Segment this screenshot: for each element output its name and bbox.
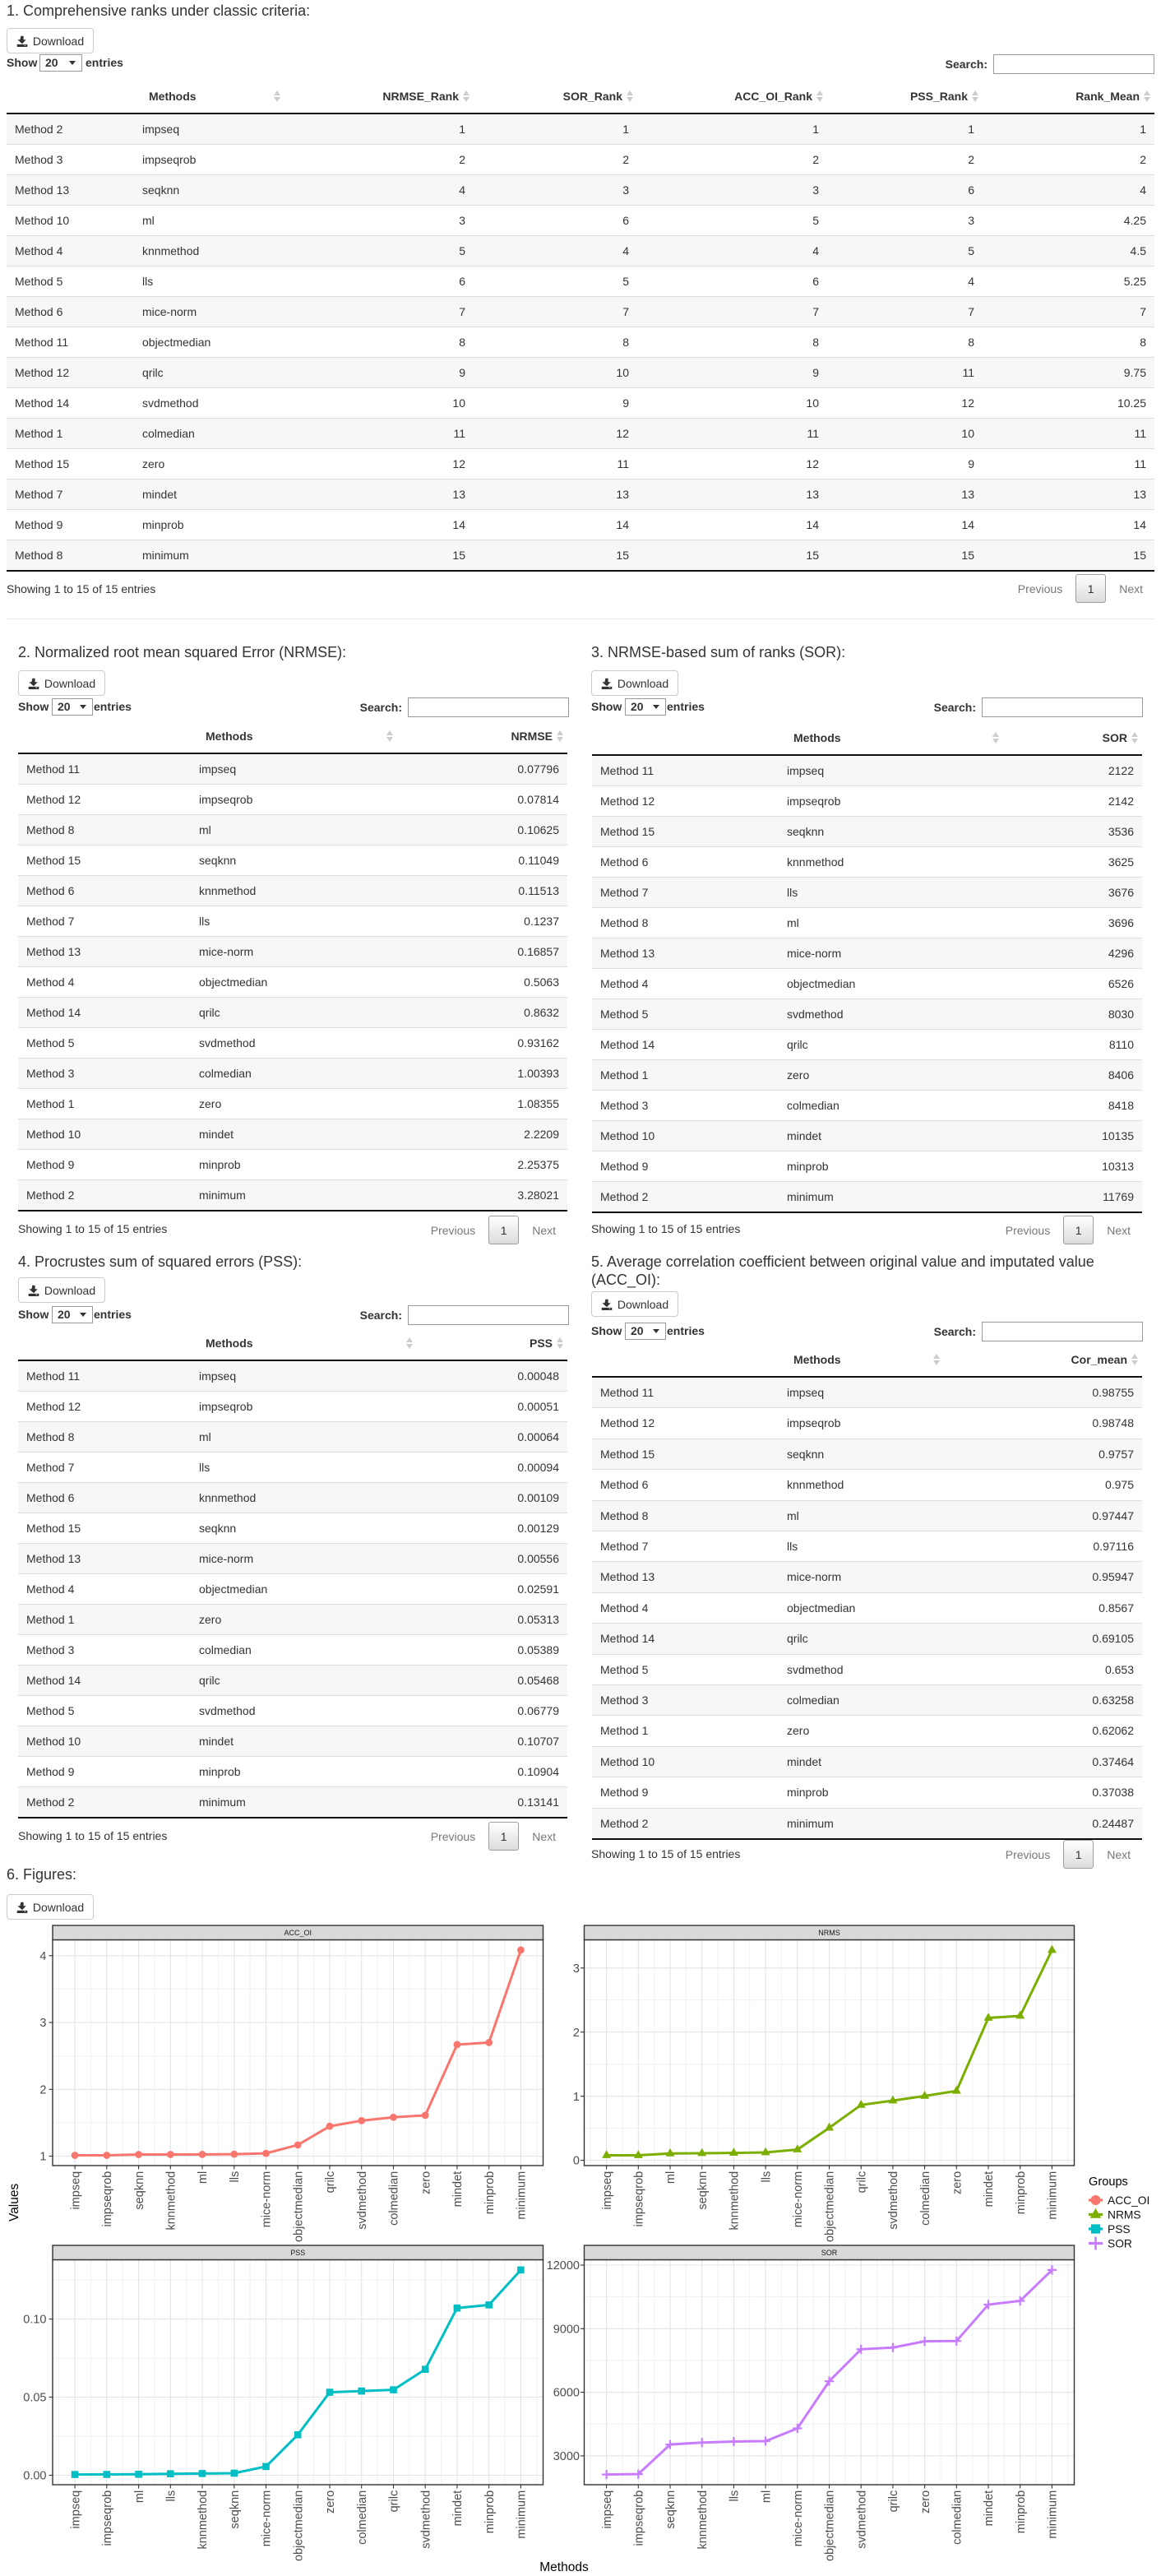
svg-text:qrilc: qrilc [855,2171,868,2194]
svg-text:lls: lls [165,2490,178,2502]
svg-text:4: 4 [39,1950,46,1963]
svg-text:SOR: SOR [1108,2237,1132,2249]
svg-text:mice-norm: mice-norm [792,2171,805,2227]
svg-text:minprob: minprob [483,2171,497,2214]
svg-text:ml: ml [664,2171,678,2184]
svg-text:6000: 6000 [553,2387,580,2400]
svg-text:seqknn: seqknn [664,2490,678,2529]
svg-text:impseqrob: impseqrob [633,2171,646,2227]
svg-text:minprob: minprob [1015,2171,1028,2214]
svg-text:mice-norm: mice-norm [261,2171,274,2227]
svg-text:9000: 9000 [553,2323,580,2336]
svg-text:seqknn: seqknn [229,2490,242,2529]
svg-text:knnmethod: knnmethod [729,2171,742,2231]
svg-text:minprob: minprob [1015,2490,1028,2533]
svg-text:minimum: minimum [516,2490,529,2539]
svg-text:minimum: minimum [1047,2490,1060,2539]
svg-text:lls: lls [229,2171,242,2183]
svg-text:Groups: Groups [1089,2175,1128,2189]
svg-text:objectmedian: objectmedian [292,2490,305,2561]
svg-text:impseqrob: impseqrob [633,2490,646,2546]
svg-text:zero: zero [419,2171,432,2194]
svg-text:impseq: impseq [69,2171,82,2210]
svg-text:zero: zero [324,2490,337,2513]
svg-text:qrilc: qrilc [887,2490,900,2513]
svg-text:mindet: mindet [451,2490,465,2527]
svg-text:ACC_OI: ACC_OI [284,1929,312,1937]
svg-text:qrilc: qrilc [388,2490,401,2513]
svg-text:minimum: minimum [516,2171,529,2220]
svg-text:knnmethod: knnmethod [197,2490,210,2550]
svg-text:objectmedian: objectmedian [824,2171,837,2242]
svg-text:ACC_OI: ACC_OI [1108,2194,1149,2207]
svg-text:ml: ml [760,2490,773,2503]
svg-text:minimum: minimum [1047,2171,1060,2220]
svg-text:0: 0 [573,2155,580,2168]
svg-text:zero: zero [919,2490,932,2513]
svg-text:objectmedian: objectmedian [824,2490,837,2561]
svg-text:SOR: SOR [821,2249,838,2257]
svg-text:mindet: mindet [983,2171,996,2208]
svg-text:svdmethod: svdmethod [855,2490,868,2549]
svg-text:PSS: PSS [1108,2223,1131,2235]
svg-text:knnmethod: knnmethod [165,2171,178,2231]
svg-text:2: 2 [573,2027,580,2040]
svg-text:3: 3 [573,1962,580,1976]
svg-text:seqknn: seqknn [696,2171,710,2210]
svg-text:svdmethod: svdmethod [419,2490,432,2549]
svg-text:lls: lls [729,2490,742,2502]
svg-text:Methods: Methods [539,2560,589,2574]
svg-text:impseqrob: impseqrob [101,2490,114,2546]
svg-text:objectmedian: objectmedian [292,2171,305,2242]
svg-text:mindet: mindet [983,2490,996,2527]
svg-text:0.00: 0.00 [23,2470,46,2483]
svg-text:Values: Values [7,2184,21,2222]
svg-text:colmedian: colmedian [388,2171,401,2226]
svg-text:mice-norm: mice-norm [261,2490,274,2546]
svg-text:impseq: impseq [601,2171,614,2210]
svg-text:mice-norm: mice-norm [792,2490,805,2546]
svg-text:3: 3 [39,2017,46,2030]
svg-text:svdmethod: svdmethod [356,2171,369,2230]
svg-text:1: 1 [573,2091,580,2104]
svg-text:2: 2 [39,2083,46,2096]
svg-text:colmedian: colmedian [919,2171,932,2226]
svg-text:colmedian: colmedian [356,2490,369,2545]
svg-text:0.10: 0.10 [23,2314,46,2327]
svg-text:12000: 12000 [547,2259,580,2273]
svg-text:svdmethod: svdmethod [887,2171,900,2230]
svg-text:zero: zero [951,2171,964,2194]
svg-text:minprob: minprob [483,2490,497,2533]
svg-text:NRMS: NRMS [818,1929,840,1937]
svg-text:PSS: PSS [290,2249,305,2257]
svg-text:1: 1 [39,2151,46,2164]
svg-text:NRMS: NRMS [1108,2208,1141,2221]
svg-text:seqknn: seqknn [133,2171,146,2210]
svg-text:ml: ml [197,2171,210,2184]
svg-text:impseqrob: impseqrob [101,2171,114,2227]
svg-text:colmedian: colmedian [951,2490,964,2545]
svg-text:lls: lls [760,2171,773,2183]
svg-text:0.05: 0.05 [23,2392,46,2405]
svg-text:impseq: impseq [69,2490,82,2529]
svg-text:ml: ml [133,2490,146,2503]
svg-text:mindet: mindet [451,2171,465,2208]
svg-text:3000: 3000 [553,2450,580,2463]
svg-text:knnmethod: knnmethod [696,2490,710,2550]
svg-text:impseq: impseq [601,2490,614,2529]
svg-text:qrilc: qrilc [324,2171,337,2194]
